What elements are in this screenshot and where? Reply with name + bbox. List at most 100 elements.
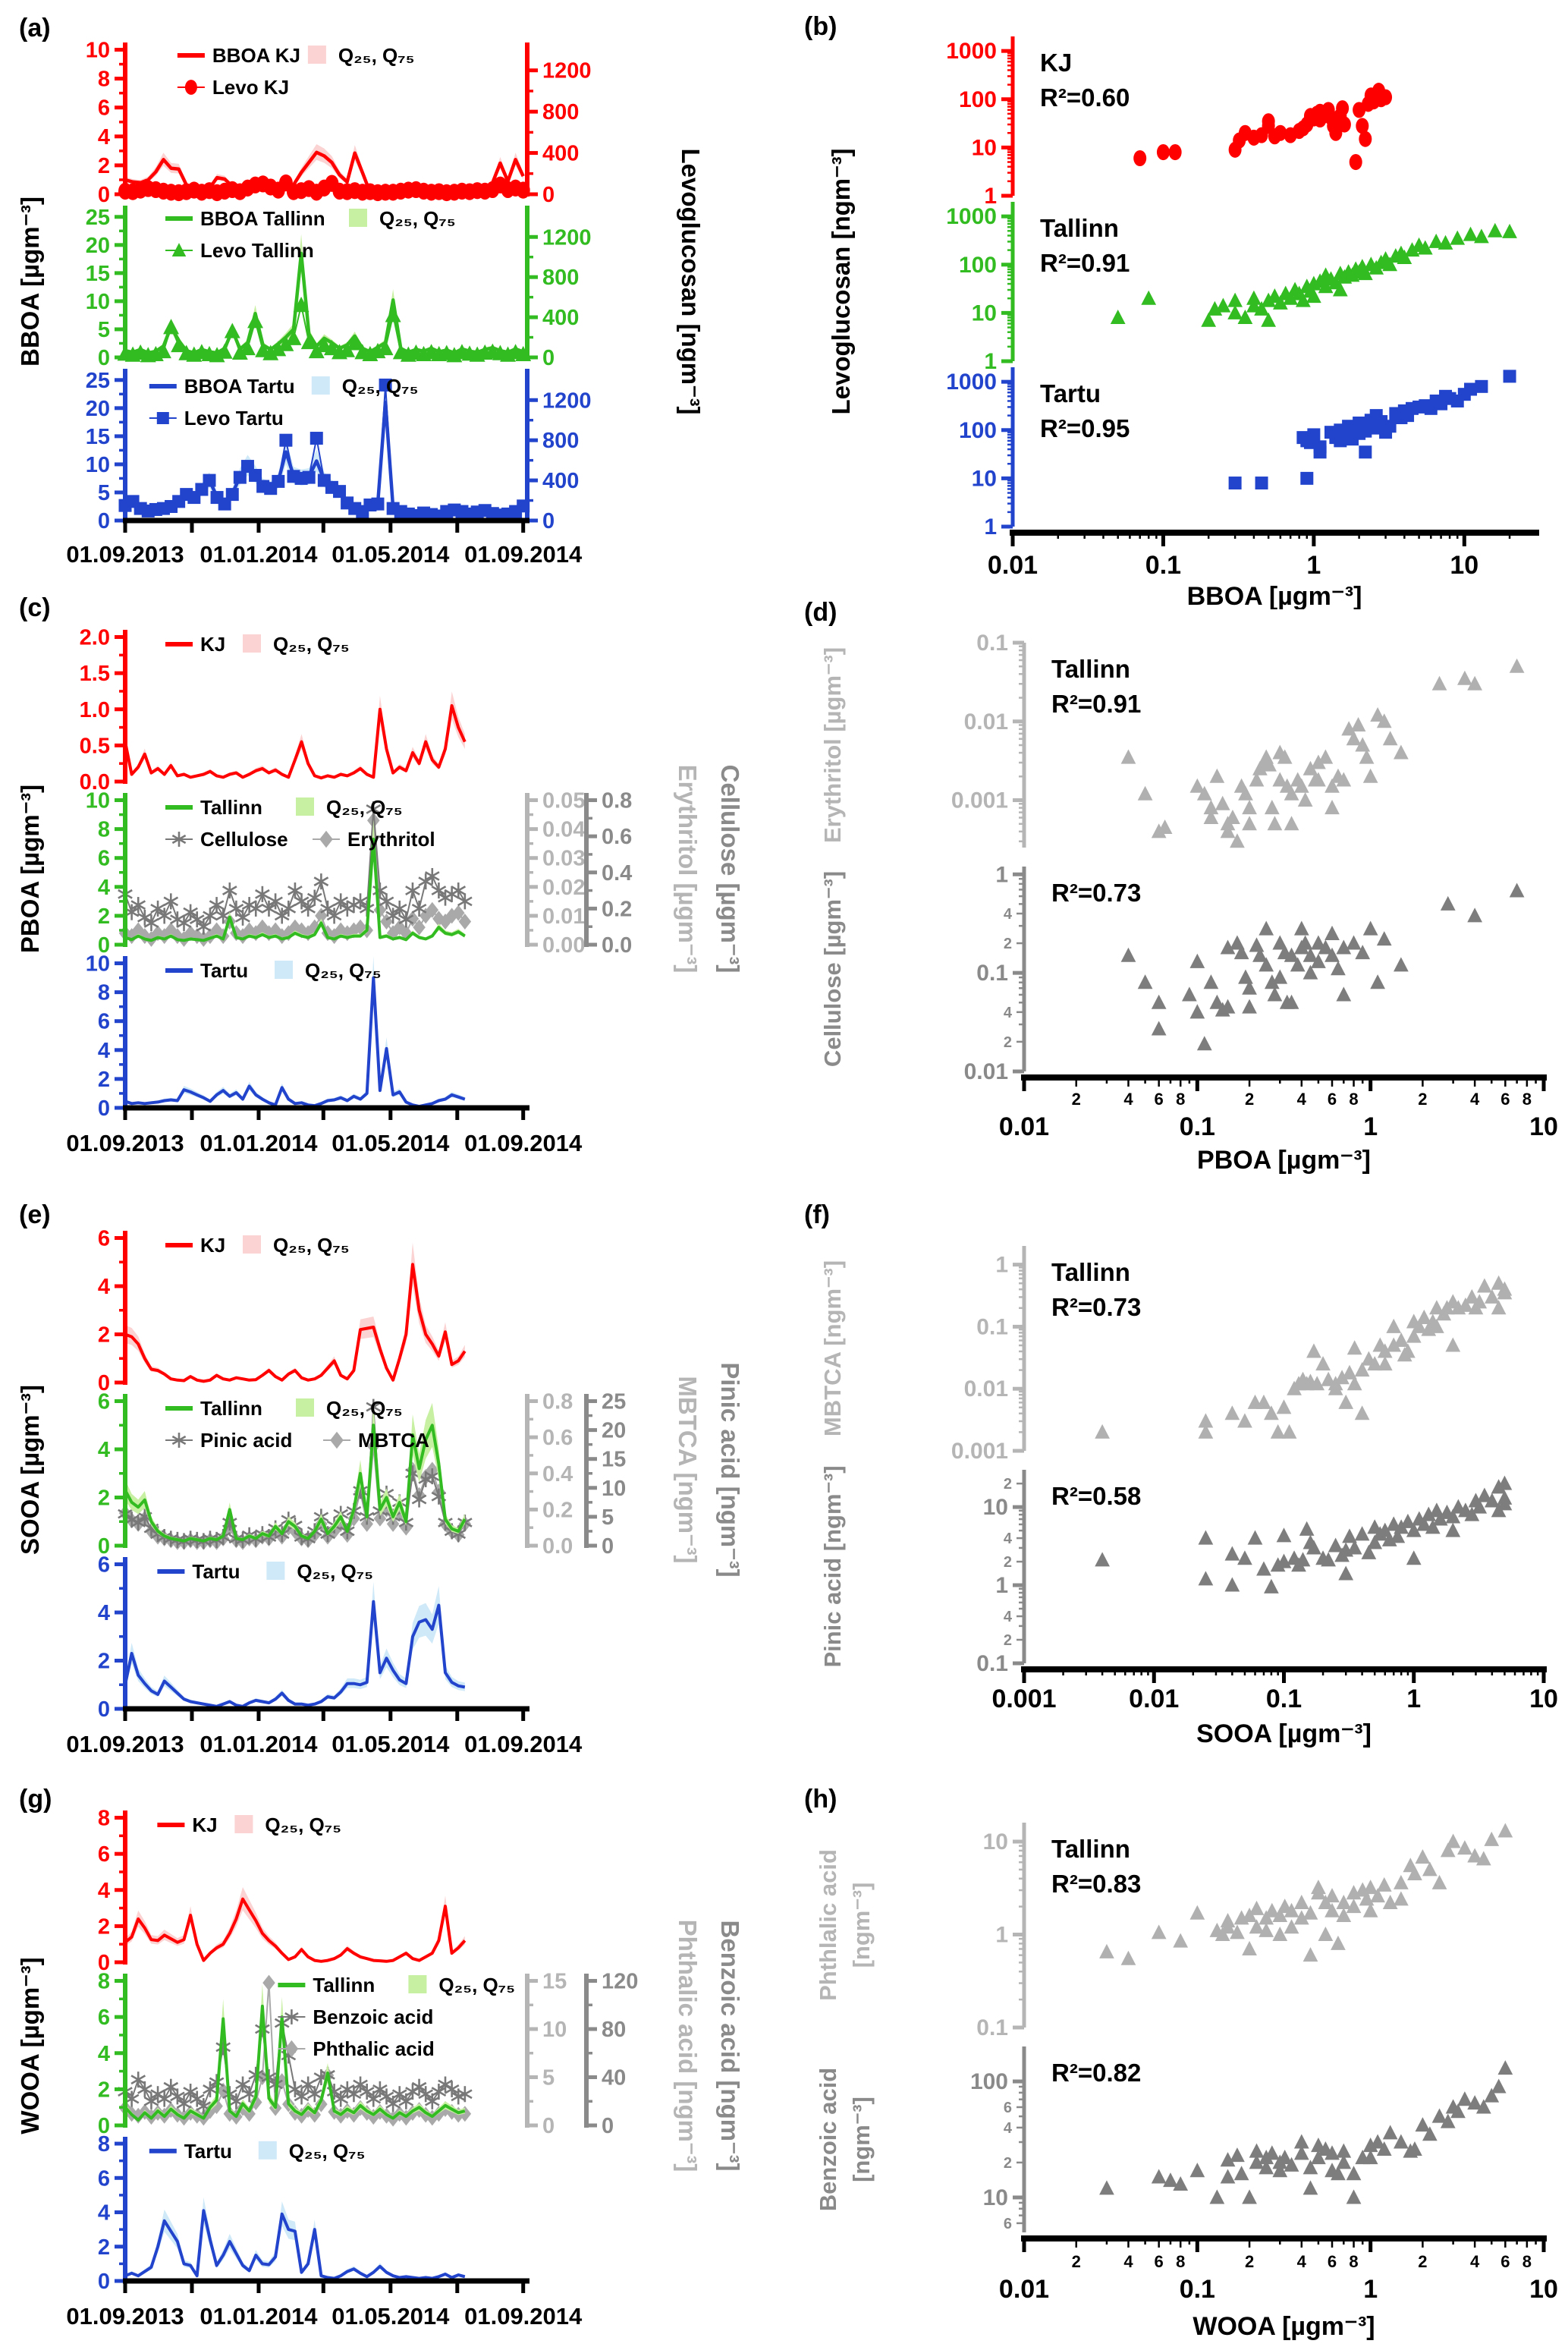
subplot-KJ: 0 2 4 6 KJ Q₂₅, Q₇₅ [98,1227,467,1395]
svg-text:Levo Tallinn: Levo Tallinn [200,239,314,262]
svg-text:10: 10 [972,466,997,491]
band-pboa-tartu [125,956,465,1107]
svg-text:4: 4 [1470,2252,1480,2271]
band-sooa-tartu [125,1581,465,1707]
svg-text:8: 8 [98,981,110,1005]
svg-text:01.09.2013: 01.09.2013 [66,541,184,568]
svg-text:400: 400 [542,306,579,330]
svg-text:Pinic acid [ngm⁻³]: Pinic acid [ngm⁻³] [716,1362,744,1577]
scatter-sub-Tallinn: 0.1 1 10 Tallinn R²=0.83 Phthlalic acid [ngm⁻³… [815,1823,1513,2040]
svg-text:0.1: 0.1 [1180,1112,1215,1141]
svg-text:R²=0.82: R²=0.82 [1051,2059,1141,2087]
svg-text:6: 6 [1004,2216,1012,2232]
svg-text:2: 2 [1004,1632,1012,1649]
line-sooa-tallinn [124,1424,467,1543]
svg-text:Q₂₅, Q₇₅: Q₂₅, Q₇₅ [273,633,350,656]
svg-text:100: 100 [970,2069,1008,2094]
svg-text:2: 2 [1004,1554,1012,1571]
svg-text:8: 8 [98,1807,110,1831]
svg-text:8: 8 [1176,2252,1185,2271]
svg-text:0: 0 [98,1371,110,1395]
svg-text:6: 6 [1328,2252,1337,2271]
svg-text:MBTCA: MBTCA [358,1429,429,1452]
svg-text:0.01: 0.01 [1129,1685,1179,1713]
svg-text:0: 0 [602,1534,614,1559]
svg-text:0: 0 [98,1951,110,1975]
svg-text:1200: 1200 [542,225,592,250]
svg-text:2: 2 [98,1914,110,1939]
svg-text:100: 100 [959,418,997,443]
svg-text:2: 2 [1418,1090,1427,1109]
svg-text:8: 8 [1522,1090,1532,1109]
series-wooa-tallinn [124,1984,466,2122]
svg-text:0.0: 0.0 [602,933,632,958]
svg-text:120: 120 [602,1970,638,1994]
svg-text:1200: 1200 [542,59,592,83]
svg-text:R²=0.91: R²=0.91 [1040,249,1130,277]
svg-text:10: 10 [1529,2275,1558,2304]
svg-text:0.8: 0.8 [542,1390,573,1414]
svg-text:01.05.2014: 01.05.2014 [332,541,450,568]
svg-text:SOOA [µgm⁻³]: SOOA [µgm⁻³] [16,1385,44,1555]
svg-text:100: 100 [959,87,997,112]
svg-text:Benzoic acid [ngm⁻³]: Benzoic acid [ngm⁻³] [716,1921,744,2172]
series-wooa-tartu [124,2197,466,2280]
svg-text:4: 4 [98,1275,110,1299]
svg-text:0: 0 [98,183,110,207]
svg-text:8: 8 [1522,2252,1532,2271]
svg-text:0: 0 [98,2270,110,2294]
svg-text:10: 10 [1529,1685,1558,1713]
svg-text:(c): (c) [19,593,51,622]
svg-text:Q₂₅, Q₇₅: Q₂₅, Q₇₅ [289,2140,366,2163]
scatter-sub-Tallinn: 0.001 0.01 0.1 Tallinn R²=0.91 Erythritol [µg… [819,631,1525,848]
svg-text:0.01: 0.01 [999,1112,1049,1141]
svg-text:6: 6 [98,1227,110,1251]
panel-b-levoglucosan-vs-bboa-scatter: 1 10 100 1000 KJ R²=0.60 1 10 100 1000 Tallinn R²=0… [804,12,1539,609]
svg-text:2: 2 [1072,2252,1081,2271]
series-levo-kj [118,174,530,202]
svg-text:01.01.2014: 01.01.2014 [200,1731,318,1757]
svg-text:0.1: 0.1 [1266,1685,1302,1713]
svg-text:2: 2 [98,1486,110,1511]
svg-text:4: 4 [1004,2120,1013,2137]
svg-text:800: 800 [542,266,579,290]
svg-text:Levoglucosan [ngm⁻³]: Levoglucosan [ngm⁻³] [827,148,855,414]
svg-text:R²=0.91: R²=0.91 [1051,690,1141,718]
svg-text:0.2: 0.2 [542,1498,573,1522]
svg-text:Tallinn: Tallinn [1051,655,1130,683]
svg-text:8: 8 [1349,1090,1358,1109]
svg-text:10: 10 [983,2185,1008,2210]
svg-text:4: 4 [98,125,110,149]
svg-text:20: 20 [602,1419,626,1443]
svg-text:5: 5 [98,481,110,505]
svg-text:0: 0 [542,509,555,533]
svg-text:10: 10 [86,789,110,813]
svg-text:0.01: 0.01 [964,1059,1008,1084]
svg-text:Q₂₅, Q₇₅: Q₂₅, Q₇₅ [338,44,415,67]
scatter-sub-Tallinn: 1 10 100 1000 Tallinn R²=0.91 [946,202,1517,374]
scatter-sub-KJ: 1 10 100 1000 KJ R²=0.60 [946,36,1393,209]
svg-text:Tallinn: Tallinn [200,1397,262,1420]
svg-text:8: 8 [1176,1090,1185,1109]
svg-text:01.09.2014: 01.09.2014 [464,1731,583,1757]
svg-text:Q₂₅, Q₇₅: Q₂₅, Q₇₅ [326,796,403,819]
svg-text:0.1: 0.1 [976,1314,1008,1339]
svg-text:01.05.2014: 01.05.2014 [332,1130,450,1156]
svg-text:6: 6 [1328,1090,1337,1109]
subplot-Tallinn: 0 2 4 6 8 10 0.00 0.01 0.02 0.03 0.04 0.05 0.0 0.2 0.4… [86,789,633,958]
svg-text:(h): (h) [804,1785,837,1814]
svg-text:0.01: 0.01 [964,709,1008,735]
subplot-Tartu: 0 2 4 6 8 10 Tartu Q₂₅, Q₇₅ [86,952,466,1121]
band-pboa-kj [125,691,465,779]
svg-text:KJ: KJ [200,1234,225,1257]
svg-text:0: 0 [98,1096,110,1121]
svg-text:0.01: 0.01 [999,2275,1049,2304]
svg-text:2: 2 [1004,1476,1012,1493]
svg-text:4: 4 [98,2042,110,2066]
svg-text:15: 15 [542,1970,567,1994]
svg-text:Pinic acid [ngm⁻³]: Pinic acid [ngm⁻³] [819,1465,846,1667]
svg-text:20: 20 [86,234,110,258]
svg-text:Levo Tartu: Levo Tartu [184,407,284,429]
svg-text:10: 10 [86,952,110,977]
